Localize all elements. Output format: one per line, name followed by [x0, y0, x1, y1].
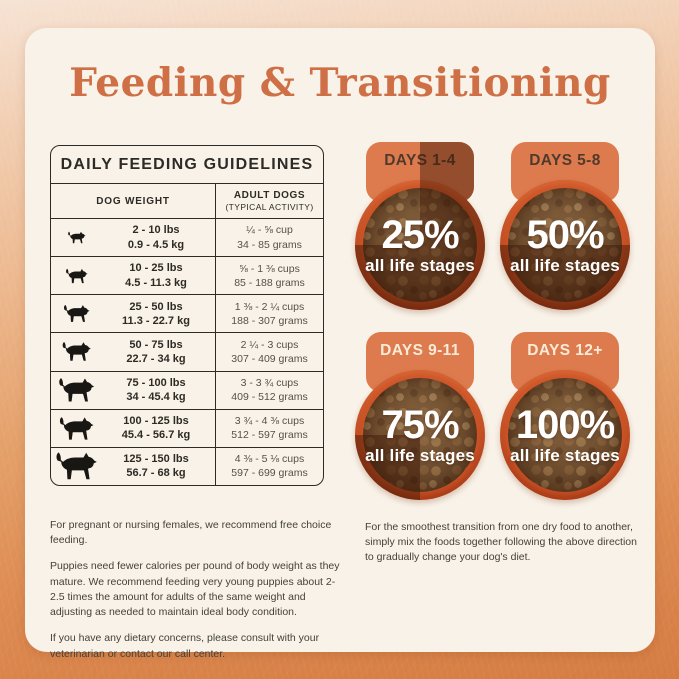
weight-kg: 45.4 - 56.7 kg: [121, 429, 191, 442]
mix-ratio: 100% all life stages: [500, 370, 630, 500]
percent-value: 25%: [381, 212, 459, 257]
transition-note: For the smoothest transition from one dr…: [365, 521, 637, 564]
amount-grams: 85 - 188 grams: [234, 276, 305, 289]
feeding-guidelines-table: DAILY FEEDING GUIDELINES DOG WEIGHT ADUL…: [50, 145, 324, 486]
amount-grams: 597 - 699 grams: [231, 467, 308, 480]
transition-step-days-9-11: DAYS 9-11 75% all life stages: [355, 332, 485, 500]
transition-step-days-5-8: DAYS 5-8 50% all life stages: [500, 142, 630, 310]
amount-cups: 3 - 3 ¾ cups: [240, 376, 299, 389]
weight-kg: 56.7 - 68 kg: [126, 467, 186, 480]
table-row: 50 - 75 lbs 22.7 - 34 kg 2 ¼ - 3 cups 307 …: [51, 333, 323, 372]
note-dietary-concerns: If you have any dietary concerns, please…: [50, 632, 320, 660]
table-header: DOG WEIGHT ADULT DOGS (TYPICAL ACTIVITY): [51, 184, 323, 219]
dog-icon: [51, 231, 103, 244]
table-row: 75 - 100 lbs 34 - 45.4 kg 3 - 3 ¾ cups 409…: [51, 371, 323, 410]
table-row: 125 - 150 lbs 56.7 - 68 kg 4 ⅜ - 5 ⅛ cups…: [51, 447, 323, 485]
weight-lbs: 125 - 150 lbs: [123, 453, 189, 466]
dog-icon: [51, 451, 103, 481]
amount-cups: 1 ⅜ - 2 ¼ cups: [234, 300, 305, 313]
dog-icon: [51, 377, 103, 403]
kibble-photo: [363, 188, 477, 302]
amount-cups: 3 ¾ - 4 ⅜ cups: [234, 415, 305, 428]
mix-ratio: 75% all life stages: [355, 370, 485, 500]
note-puppies: Puppies need fewer calories per pound of…: [50, 560, 340, 619]
dog-icon: [51, 304, 103, 323]
percent-value: 75%: [381, 402, 459, 447]
weight-kg: 0.9 - 4.5 kg: [127, 238, 185, 251]
weight-kg: 34 - 45.4 kg: [126, 391, 186, 404]
kibble-bowl: [500, 370, 630, 500]
transition-step-days-12-plus: DAYS 12+ 100% all life stages: [500, 332, 630, 500]
table-row: 2 - 10 lbs 0.9 - 4.5 kg ¼ - ⅝ cup 34 - 85 …: [51, 219, 323, 258]
mix-ratio: 25% all life stages: [355, 180, 485, 310]
typical-activity-label: (TYPICAL ACTIVITY): [225, 202, 314, 212]
dog-icon: [51, 341, 103, 362]
kibble-photo: [363, 378, 477, 492]
days-label: DAYS 5-8: [529, 152, 601, 169]
weight-lbs: 25 - 50 lbs: [129, 300, 183, 313]
amount-grams: 34 - 85 grams: [237, 238, 302, 251]
transition-step-days-1-4: DAYS 1-4 25% all life stages: [355, 142, 485, 310]
dog-icon: [51, 268, 103, 284]
percent-value: 50%: [526, 212, 604, 257]
days-label: DAYS 1-4: [384, 152, 456, 169]
days-label: DAYS 9-11: [380, 342, 460, 359]
amount-grams: 512 - 597 grams: [231, 429, 308, 442]
amount-cups: 2 ¼ - 3 cups: [240, 338, 299, 351]
life-stages-label: all life stages: [365, 255, 475, 275]
weight-lbs: 50 - 75 lbs: [129, 338, 183, 351]
note-pregnant: For pregnant or nursing females, we reco…: [50, 519, 332, 547]
amount-grams: 307 - 409 grams: [231, 352, 308, 365]
info-card: Feeding & Transitioning DAILY FEEDING GU…: [25, 28, 655, 660]
dog-icon: [51, 416, 103, 441]
adult-dogs-label: ADULT DOGS: [233, 190, 306, 201]
percent-value: 100%: [515, 402, 615, 447]
mix-ratio: 50% all life stages: [500, 180, 630, 310]
weight-lbs: 2 - 10 lbs: [132, 224, 180, 237]
page-title: Feeding & Transitioning: [69, 60, 611, 106]
weight-kg: 22.7 - 34 kg: [126, 352, 186, 365]
table-row: 10 - 25 lbs 4.5 - 11.3 kg ⅝ - 1 ⅜ cups 85 …: [51, 257, 323, 296]
amount-grams: 409 - 512 grams: [231, 391, 308, 404]
weight-lbs: 10 - 25 lbs: [129, 262, 183, 275]
life-stages-label: all life stages: [510, 445, 620, 465]
table-row: 25 - 50 lbs 11.3 - 22.7 kg 1 ⅜ - 2 ¼ cups…: [51, 295, 323, 334]
amount-cups: 4 ⅜ - 5 ⅛ cups: [234, 453, 305, 466]
life-stages-label: all life stages: [365, 445, 475, 465]
amount-cups: ⅝ - 1 ⅜ cups: [239, 262, 300, 275]
table-row: 100 - 125 lbs 45.4 - 56.7 kg 3 ¾ - 4 ⅜ cu…: [51, 409, 323, 448]
life-stages-label: all life stages: [510, 255, 620, 275]
weight-kg: 4.5 - 11.3 kg: [125, 276, 187, 289]
days-label: DAYS 12+: [527, 342, 603, 359]
amount-cups: ¼ - ⅝ cup: [246, 224, 293, 237]
kibble-photo: [508, 378, 622, 492]
amount-grams: 188 - 307 grams: [231, 314, 308, 327]
weight-kg: 11.3 - 22.7 kg: [122, 314, 190, 327]
weight-lbs: 75 - 100 lbs: [126, 376, 186, 389]
column-header-dog-weight: DOG WEIGHT: [51, 184, 216, 218]
kibble-photo: [508, 188, 622, 302]
feeding-notes: For pregnant or nursing females, we reco…: [50, 518, 347, 673]
weight-lbs: 100 - 125 lbs: [123, 414, 189, 427]
table-title: DAILY FEEDING GUIDELINES: [51, 146, 323, 184]
column-header-adult-dogs: ADULT DOGS (TYPICAL ACTIVITY): [216, 184, 323, 218]
